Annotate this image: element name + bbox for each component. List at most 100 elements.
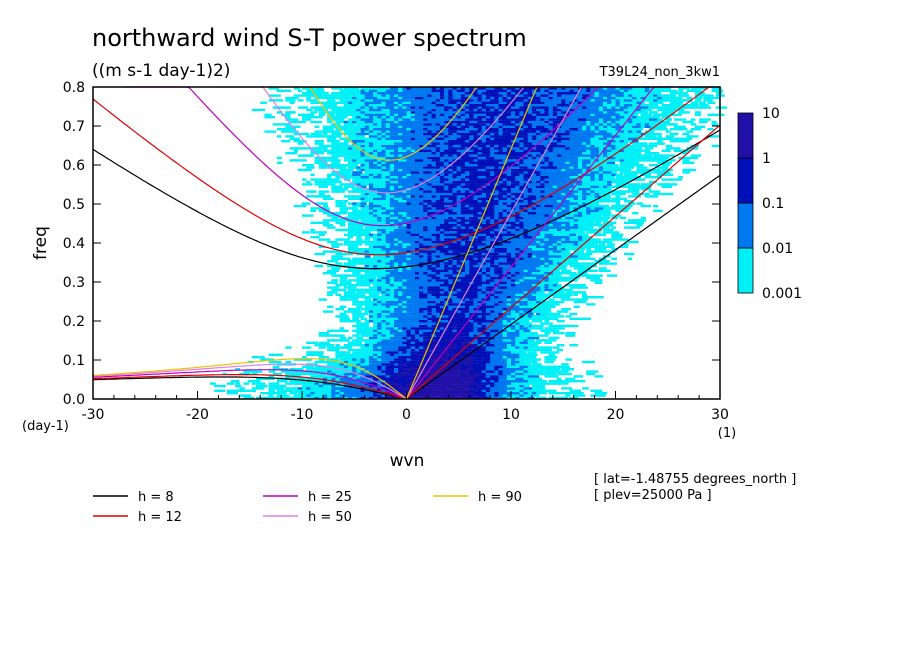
spectrum-cell [519,197,527,200]
spectrum-cell [527,322,533,325]
spectrum-cell [536,195,541,198]
spectrum-cell [343,252,354,256]
spectrum-cell [235,368,241,371]
spectrum-cell [377,195,384,198]
spectrum-cell [648,190,661,193]
spectrum-cell [586,264,597,268]
spectrum-cell [594,202,599,205]
spectrum-cell [552,279,560,282]
spectrum-cell [632,219,638,222]
spectrum-cell [565,334,576,337]
spectrum-cell [452,368,457,371]
spectrum-cell [527,286,535,289]
spectrum-cell [452,224,460,227]
spectrum-cell [515,310,523,313]
spectrum-cell [360,219,374,222]
spectrum-cell [314,394,320,397]
spectrum-cell [343,298,349,301]
spectrum-cell [460,310,467,313]
spectrum-cell [569,276,580,280]
spectrum-cell [469,212,478,215]
spectrum-cell [327,293,333,296]
spectrum-cell [544,358,556,361]
spectrum-cell [469,344,474,347]
spectrum-cell [498,262,506,265]
spectrum-cell [548,250,554,253]
spectrum-cell [523,317,531,320]
spectrum-cell [561,226,567,229]
spectrum-cell [536,293,549,296]
spectrum-cell [410,192,418,196]
spectrum-cell [394,380,401,383]
spectrum-cell [477,209,483,212]
spectrum-cell [423,387,430,390]
spectrum-cell [427,288,434,292]
spectrum-cell [414,274,423,277]
spectrum-cell [448,279,456,282]
spectrum-cell [494,358,500,361]
spectrum-cell [465,394,472,397]
spectrum-cell [435,233,443,236]
spectrum-cell [318,190,330,193]
spectrum-cell [414,267,423,270]
spectrum-cell [293,396,298,400]
spectrum-cell [511,219,517,222]
spectrum-cell [406,344,412,347]
spectrum-cell [477,195,483,198]
spectrum-cell [490,341,497,344]
spectrum-cell [490,236,497,239]
spectrum-cell [490,308,497,311]
spectrum-cell [460,248,466,251]
spectrum-cell [485,310,491,313]
spectrum-cell [531,260,538,263]
spectrum-cell [561,382,569,385]
spectrum-cell [297,396,304,400]
spectrum-cell [339,204,347,208]
spectrum-cell [594,200,601,203]
spectrum-cell [377,346,384,349]
spectrum-cell [348,368,355,371]
spectrum-cell [469,255,477,258]
spectrum-cell [460,192,468,196]
spectrum-cell [435,344,443,347]
spectrum-cell [456,392,465,395]
spectrum-cell [322,389,330,392]
spectrum-cell [414,372,423,376]
spectrum-cell [360,370,369,373]
spectrum-cell [548,276,555,280]
spectrum-cell [586,252,593,256]
spectrum-cell [502,279,509,282]
spectrum-cell [360,197,369,200]
spectrum-cell [640,204,652,208]
spectrum-cell [360,327,366,330]
spectrum-cell [552,382,561,385]
spectrum-cell [569,238,583,241]
spectrum-cell [515,363,522,366]
spectrum-cell [339,320,352,323]
spectrum-cell [348,233,355,236]
spectrum-cell [431,341,440,344]
spectrum-cell [594,281,603,284]
spectrum-cell [540,264,548,268]
spectrum-cell [473,240,481,244]
spectrum-cell [352,274,366,277]
spectrum-cell [561,236,566,239]
spectrum-cell [402,195,411,198]
spectrum-cell [498,315,506,318]
spectrum-cell [360,353,365,356]
spectrum-cell [423,236,429,239]
spectrum-cell [477,377,483,380]
spectrum-cell [536,248,542,251]
spectrum-cell [502,336,511,340]
spectrum-cell [523,315,531,318]
spectrum-cell [352,233,361,236]
spectrum-cell [385,257,393,260]
spectrum-cell [448,312,457,316]
spectrum-cell [410,260,417,263]
spectrum-cell [519,228,526,232]
spectrum-cell [628,240,639,244]
spectrum-cell [348,353,360,356]
spectrum-cell [373,312,379,316]
spectrum-cell [477,389,483,392]
spectrum-cell [515,279,523,282]
